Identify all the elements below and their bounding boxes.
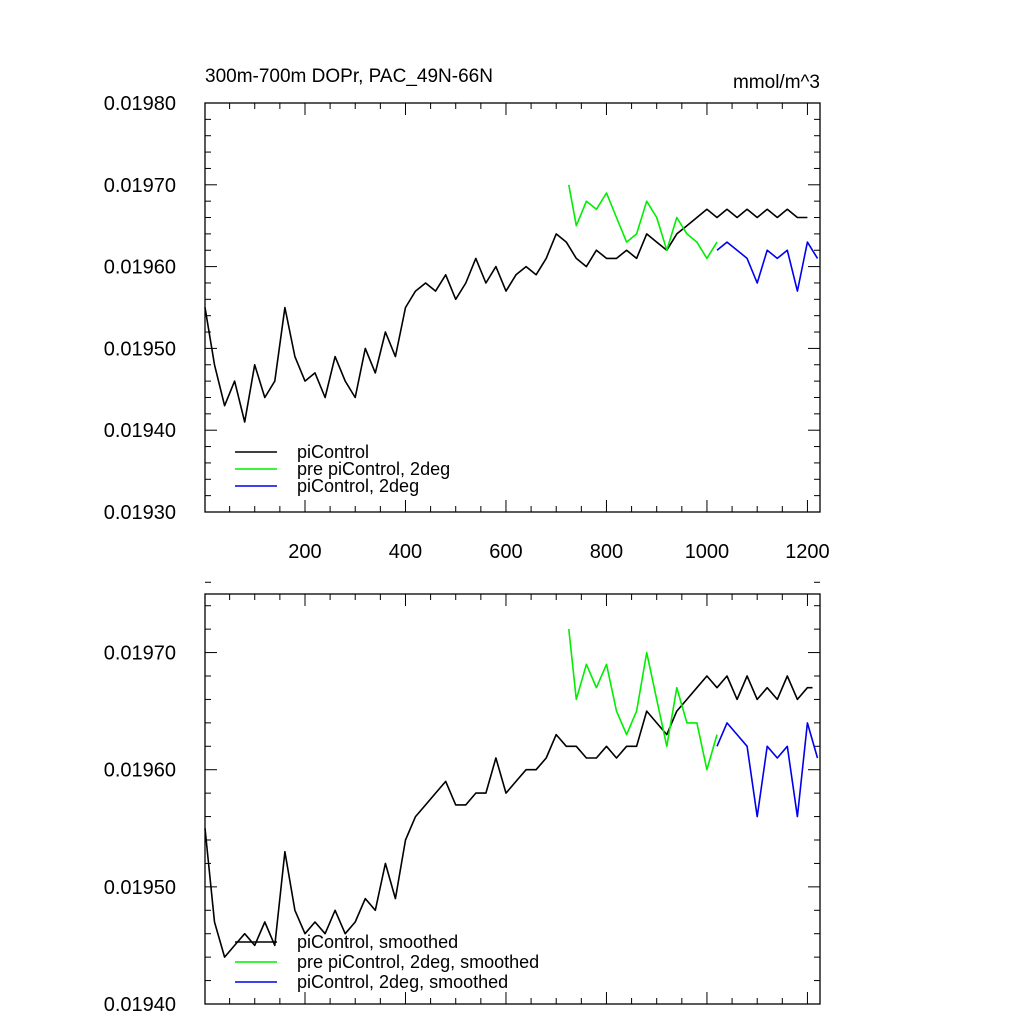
bottom-y-tick-labels: 0.01940 0.01950 0.01960 0.01970: [104, 643, 176, 1016]
bottom-plot-frame: [204, 593, 821, 1005]
series-line-picontrol-smoothed: [204, 675, 813, 958]
top-y-tick-labels: 0.01930 0.01940 0.01950 0.01960 0.01970 0.019…: [104, 93, 176, 524]
legend-label: pre piControl, 2deg, smoothed: [297, 952, 539, 972]
y-tick-label: 0.01970: [104, 643, 176, 665]
x-tick-label: 1200: [785, 541, 830, 563]
top-x-tick-labels: 200 400 600 800 1000 1200: [288, 541, 829, 563]
bottom-axis-ticks: [205, 581, 820, 1005]
series-line-pre-picontrol-2deg: [568, 184, 718, 260]
series-line-picontrol: [204, 208, 808, 423]
bottom-plot-area: [204, 629, 819, 958]
chart-title: 300m-700m DOPr, PAC_49N-66N: [205, 66, 493, 87]
y-tick-label: 0.01960: [104, 760, 176, 782]
series-line-picontrol-2deg: [716, 241, 819, 292]
y-tick-label: 0.01940: [104, 994, 176, 1016]
x-tick-label: 1000: [685, 541, 730, 563]
legend-label: piControl, smoothed: [297, 932, 458, 952]
top-panel: 300m-700m DOPr, PAC_49N-66N mmol/m^3 0.0…: [104, 66, 830, 563]
top-axis-ticks: [205, 102, 820, 513]
bottom-panel: 0.01940 0.01950 0.01960 0.01970 piControl, …: [104, 581, 821, 1016]
x-tick-label: 400: [389, 541, 422, 563]
x-tick-label: 600: [489, 541, 522, 563]
top-plot-frame: [204, 102, 821, 513]
y-tick-label: 0.01950: [104, 877, 176, 899]
y-tick-label: 0.01950: [104, 338, 176, 360]
top-plot-area: [204, 184, 819, 423]
y-tick-label: 0.01960: [104, 257, 176, 279]
series-line-picontrol-2deg-smoothed: [716, 722, 819, 818]
y-tick-label: 0.01940: [104, 420, 176, 442]
series-line-pre-picontrol-2deg-smoothed: [568, 629, 718, 771]
y-tick-label: 0.01970: [104, 175, 176, 197]
y-tick-label: 0.01980: [104, 93, 176, 115]
y-tick-label: 0.01930: [104, 502, 176, 524]
x-tick-label: 800: [590, 541, 623, 563]
units-label: mmol/m^3: [733, 72, 820, 93]
legend-label: piControl: [297, 442, 369, 462]
x-tick-label: 200: [288, 541, 321, 563]
legend-label: piControl, 2deg, smoothed: [297, 972, 508, 992]
legend-label: piControl, 2deg: [297, 476, 419, 496]
legend-label: pre piControl, 2deg: [297, 459, 450, 479]
